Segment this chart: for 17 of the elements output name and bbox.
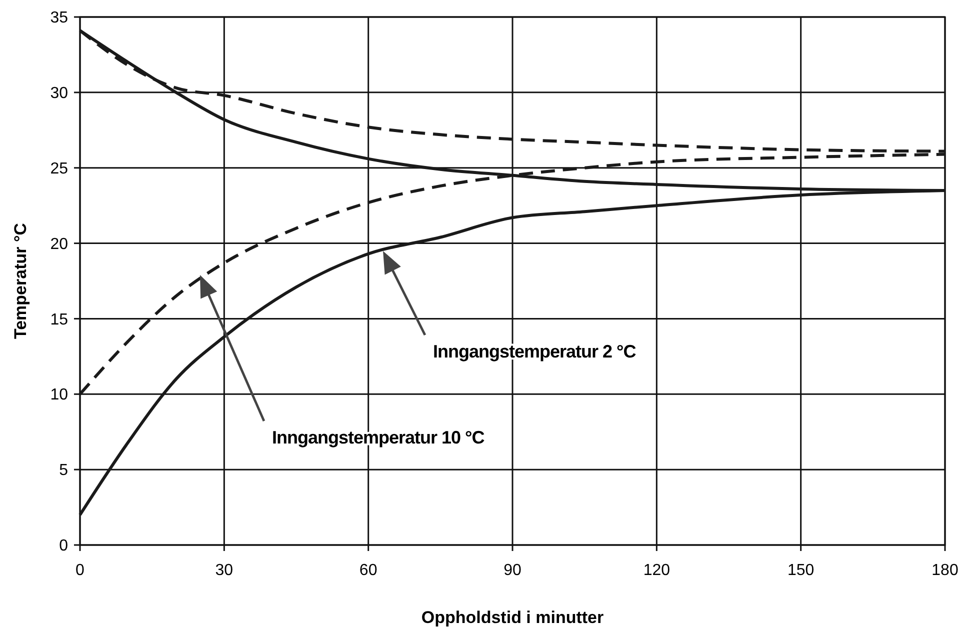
x-tick-label: 60 — [359, 562, 378, 579]
y-tick-label: 20 — [50, 236, 68, 253]
x-axis-title: Oppholdstid i minutter — [421, 608, 604, 627]
y-tick-label: 15 — [50, 311, 68, 328]
x-tick-label: 30 — [215, 562, 234, 579]
x-tick-label: 150 — [787, 562, 814, 579]
y-tick-label: 30 — [50, 85, 68, 102]
x-tick-label: 120 — [643, 562, 670, 579]
y-axis-title: Temperatur °C — [11, 222, 30, 340]
x-tick-label: 90 — [504, 562, 522, 579]
y-tick-label: 0 — [59, 538, 68, 555]
y-tick-label: 10 — [50, 386, 68, 404]
x-tick-label: 180 — [932, 562, 958, 579]
y-tick-label: 5 — [59, 462, 68, 480]
y-tick-label: 35 — [50, 10, 68, 27]
x-tick-label: 0 — [76, 562, 85, 579]
y-tick-label: 25 — [50, 160, 68, 178]
